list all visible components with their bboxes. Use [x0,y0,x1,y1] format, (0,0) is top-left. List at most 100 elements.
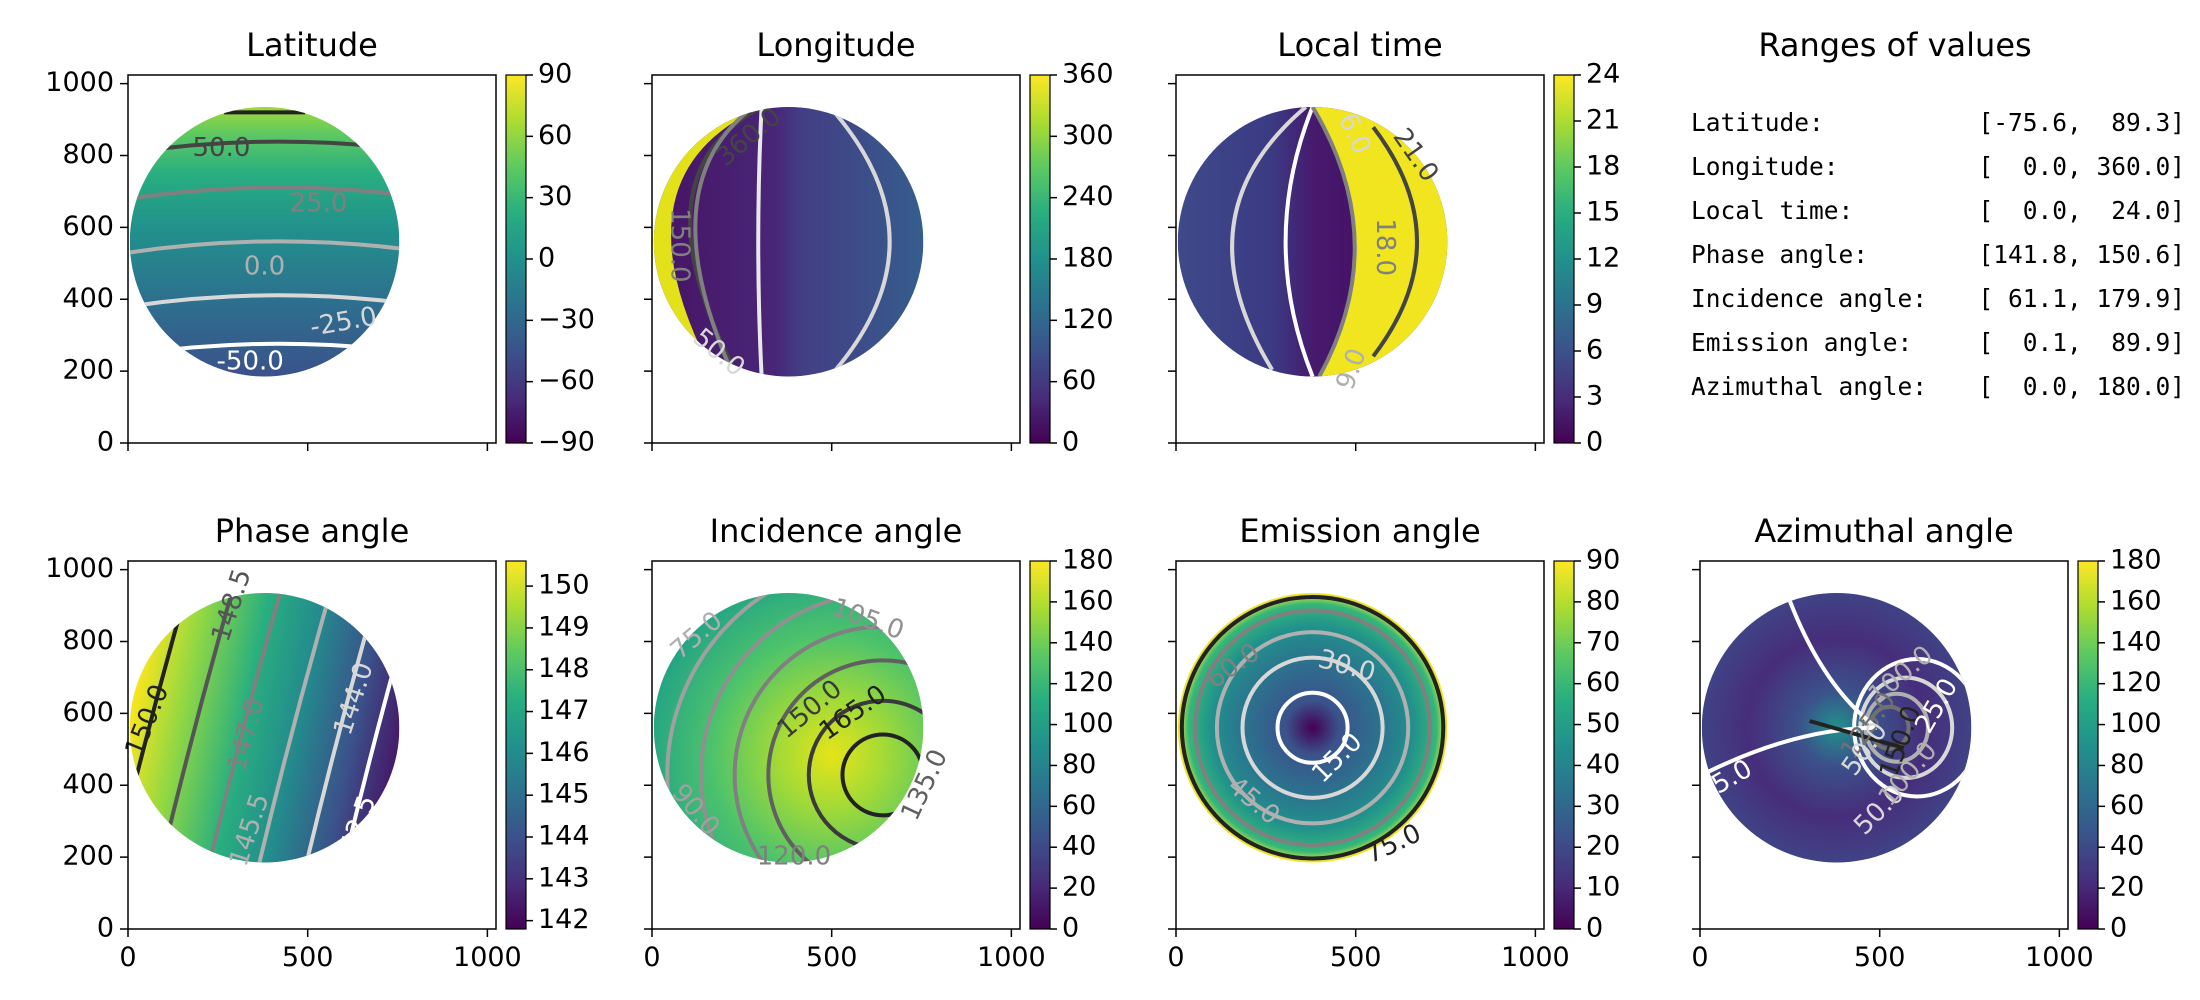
colorbar-tick-label: 0 [1586,913,1603,944]
panel-title: Azimuthal angle [1754,512,2013,550]
colorbar-tick-label: 120 [1062,304,1114,335]
y-tick-label: 0 [97,427,114,458]
x-tick-label: 1000 [2025,942,2094,973]
contour-line [766,658,924,863]
colorbar-tick-label: 40 [1586,749,1620,780]
contour-line [1275,690,1350,765]
contour-line [206,592,285,863]
axes-frame [1175,74,1545,444]
colorbar-tick-label: 40 [1062,831,1096,862]
colorbar-tick-label: 80 [1062,749,1096,780]
colorbar-tick-label: 60 [2110,790,2144,821]
y-tick-label: 800 [62,625,114,656]
colorbar [505,560,527,930]
colorbar [1553,74,1575,444]
colorbar-tick-label: 180 [1062,243,1114,274]
colorbar-tick-label: 90 [538,59,572,90]
colorbar-tick-label: 20 [2110,872,2144,903]
x-tick-label: 0 [643,942,660,973]
colorbar-tick-label: 148 [538,653,590,684]
colorbar-tick-label: 30 [1586,790,1620,821]
colorbar-tick-label: 60 [1062,790,1096,821]
x-tick-label: 500 [1330,942,1382,973]
contour-line [693,109,750,364]
contour-line [1371,125,1419,358]
panel-title: Incidence angle [710,512,963,550]
planet-disk [653,106,924,377]
colorbar-tick-label: 24 [1586,59,1620,90]
panel-title: Emission angle [1239,512,1480,550]
axes-frame [127,560,497,930]
colorbar-tick-label: 180 [2110,545,2162,576]
range-row-name: Incidence angle: [1691,284,1927,313]
range-row-value: [ 0.1, 89.9] [1978,328,2185,357]
contour-line [129,185,400,201]
y-tick-label: 1000 [45,67,114,98]
range-row-value: [ 0.0, 180.0] [1978,372,2185,401]
x-tick-label: 1000 [1501,942,1570,973]
contour-line [1214,630,1411,826]
contour-line [1283,106,1315,377]
panel-title: Longitude [756,26,915,64]
panel-phase-angle: Phase angle150.0148.5147.0145.5144.0142.… [45,512,589,973]
colorbar-tick-label: 144 [538,821,590,852]
colorbar-tick-label: 0 [1062,913,1079,944]
contour-line [698,592,924,863]
colorbar-tick-label: 9 [1586,289,1603,320]
colorbar-tick-label: 180 [1062,545,1114,576]
colorbar [1029,74,1051,444]
x-tick-label: 0 [1691,942,1708,973]
axes-frame [651,74,1021,444]
contour-line [1310,106,1357,377]
colorbar-tick-label: 100 [1062,708,1114,739]
ranges-title: Ranges of values [1758,26,2031,64]
disk-edge-band [653,106,762,377]
range-row-name: Latitude: [1691,108,1824,137]
colorbar-tick-label: 0 [1062,427,1079,458]
colorbar-tick-label: 142 [538,904,590,935]
colorbar-tick-label: 143 [538,862,590,893]
y-tick-label: 400 [62,769,114,800]
contour-line [1787,599,1879,730]
y-tick-label: 0 [97,913,114,944]
contour-label: 50.0 [192,133,250,163]
colorbar-tick-label: 50 [1586,708,1620,739]
contour-line [665,592,924,863]
range-row-value: [ 61.1, 179.9] [1978,284,2185,313]
planet-disk [129,106,400,377]
range-row-name: Longitude: [1691,152,1839,181]
x-tick-label: 1000 [977,942,1046,973]
colorbar-tick-label: 146 [538,737,590,768]
colorbar-tick-label: 140 [1062,626,1114,657]
planet-disk [1177,592,1448,863]
colorbar [505,74,527,444]
colorbar-tick-label: 100 [2110,708,2162,739]
colorbar-tick-label: 0 [1586,427,1603,458]
colorbar-tick-label: 120 [2110,667,2162,698]
panel-latitude: Latitude50.025.00.0-25.0-50.002004006008… [45,26,595,458]
colorbar-tick-label: 80 [1586,585,1620,616]
colorbar [2077,560,2099,930]
colorbar-tick-label: 0 [2110,913,2127,944]
colorbar-tick-label: −30 [538,304,595,335]
colorbar-tick-label: 15 [1586,197,1620,228]
colorbar-tick-label: 20 [1062,872,1096,903]
colorbar-tick-label: −60 [538,365,595,396]
contour-line [840,732,924,818]
colorbar-tick-label: 140 [2110,626,2162,657]
colorbar-tick-label: 240 [1062,181,1114,212]
colorbar-tick-label: 150 [538,570,590,601]
x-tick-label: 500 [806,942,858,973]
colorbar-tick-label: 60 [1062,365,1096,396]
contour-label: 150.0 [664,208,694,282]
contour-label: -50.0 [217,347,284,377]
contour-label: 120.0 [757,842,831,872]
colorbar-tick-label: 80 [2110,749,2144,780]
axes-frame [651,560,1021,930]
colorbar-tick-label: −90 [538,427,595,458]
planet-disk [1701,592,1972,863]
panel-title: Phase angle [215,512,410,550]
colorbar-tick-label: 30 [538,181,572,212]
